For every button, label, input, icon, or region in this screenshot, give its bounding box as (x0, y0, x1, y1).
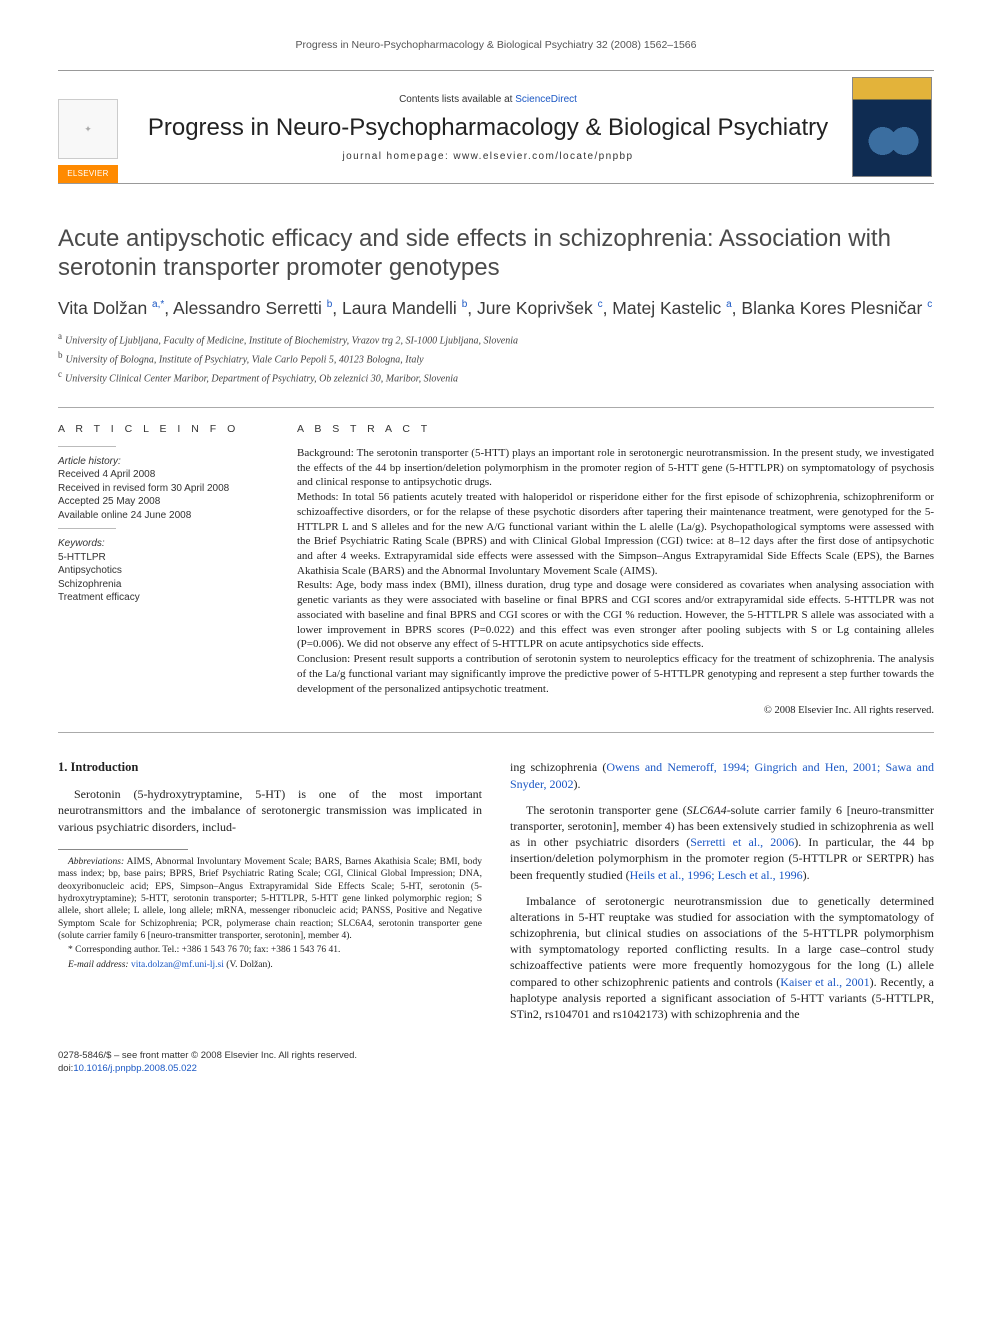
abstract-heading: A B S T R A C T (297, 422, 934, 436)
sciencedirect-link[interactable]: ScienceDirect (515, 94, 577, 105)
footnotes-block: Abbreviations: AIMS, Abnormal Involuntar… (58, 849, 482, 971)
history-accepted: Accepted 25 May 2008 (58, 495, 265, 509)
p2-pre: ing schizophrenia ( (510, 760, 606, 774)
body-paragraph: Imbalance of serotonergic neurotransmiss… (510, 893, 934, 1023)
footnote-rule (58, 849, 188, 850)
elsevier-tree-icon: ✦ (58, 99, 118, 159)
body-paragraph: ing schizophrenia (Owens and Nemeroff, 1… (510, 759, 934, 791)
section-heading-intro: 1. Introduction (58, 759, 482, 776)
abstract-background: Background: The serotonin transporter (5… (297, 446, 934, 490)
gene-symbol: SLC6A4 (687, 803, 727, 817)
article-title: Acute antipyschotic efficacy and side ef… (58, 224, 934, 283)
citation-link[interactable]: Kaiser et al., 2001 (780, 975, 869, 989)
cover-thumb-wrap (844, 71, 934, 183)
publisher-block: ✦ ELSEVIER (58, 71, 132, 183)
abbrev-label: Abbreviations: (68, 857, 124, 867)
body-paragraph: The serotonin transporter gene (SLC6A4-s… (510, 802, 934, 883)
keyword: 5-HTTLPR (58, 551, 265, 565)
footer-front-matter: 0278-5846/$ – see front matter © 2008 El… (58, 1050, 934, 1062)
body-paragraph: Serotonin (5-hydroxytryptamine, 5-HT) is… (58, 786, 482, 835)
contents-prefix: Contents lists available at (399, 94, 515, 105)
citation-link[interactable]: Heils et al., 1996; Lesch et al., 1996 (630, 868, 803, 882)
keyword: Antipsychotics (58, 564, 265, 578)
abstract-methods: Methods: In total 56 patients acutely tr… (297, 490, 934, 578)
body-two-column: 1. Introduction Serotonin (5-hydroxytryp… (58, 759, 934, 1032)
page-footer: 0278-5846/$ – see front matter © 2008 El… (58, 1050, 934, 1075)
abstract-results: Results: Age, body mass index (BMI), ill… (297, 578, 934, 652)
journal-masthead: ✦ ELSEVIER Contents lists available at S… (58, 70, 934, 184)
article-info-column: A R T I C L E I N F O Article history: R… (58, 408, 283, 733)
history-revised: Received in revised form 30 April 2008 (58, 482, 265, 496)
email-label: E-mail address: (68, 960, 129, 970)
divider (58, 446, 116, 447)
abstract-copyright: © 2008 Elsevier Inc. All rights reserved… (297, 704, 934, 718)
email-paren: (V. Dolžan). (224, 960, 273, 970)
affiliation-a: aUniversity of Ljubljana, Faculty of Med… (58, 330, 934, 349)
journal-cover-icon (852, 77, 932, 177)
footnote-corresponding: * Corresponding author. Tel.: +386 1 543… (58, 944, 482, 956)
running-head: Progress in Neuro-Psychopharmacology & B… (58, 38, 934, 52)
keyword: Schizophrenia (58, 578, 265, 592)
elsevier-logo: ELSEVIER (58, 165, 118, 183)
p2-post: ). (574, 777, 581, 791)
history-received: Received 4 April 2008 (58, 468, 265, 482)
footnote-email: E-mail address: vita.dolzan@mf.uni-lj.si… (58, 959, 482, 971)
email-link[interactable]: vita.dolzan@mf.uni-lj.si (131, 960, 224, 970)
abstract-column: A B S T R A C T Background: The serotoni… (283, 408, 934, 733)
history-online: Available online 24 June 2008 (58, 509, 265, 523)
author-list: Vita Dolžan a,*, Alessandro Serretti b, … (58, 297, 934, 321)
affiliation-c: cUniversity Clinical Center Maribor, Dep… (58, 368, 934, 387)
abstract-conclusion: Conclusion: Present result supports a co… (297, 652, 934, 696)
journal-homepage: journal homepage: www.elsevier.com/locat… (138, 150, 838, 164)
article-info-heading: A R T I C L E I N F O (58, 422, 265, 436)
history-label: Article history: (58, 456, 121, 467)
keyword: Treatment efficacy (58, 591, 265, 605)
affiliation-b: bUniversity of Bologna, Institute of Psy… (58, 349, 934, 368)
doi-link[interactable]: 10.1016/j.pnpbp.2008.05.022 (73, 1063, 197, 1074)
abbrev-text: AIMS, Abnormal Involuntary Movement Scal… (58, 857, 482, 941)
keywords-label: Keywords: (58, 538, 105, 549)
p3-pre: The serotonin transporter gene ( (526, 803, 687, 817)
doi-label: doi: (58, 1063, 73, 1074)
contents-available-line: Contents lists available at ScienceDirec… (138, 93, 838, 107)
journal-title: Progress in Neuro-Psychopharmacology & B… (138, 114, 838, 142)
affiliations: aUniversity of Ljubljana, Faculty of Med… (58, 330, 934, 386)
divider (58, 528, 116, 529)
footnote-abbreviations: Abbreviations: AIMS, Abnormal Involuntar… (58, 856, 482, 942)
citation-link[interactable]: Serretti et al., 2006 (690, 835, 794, 849)
p3-post: ). (803, 868, 810, 882)
